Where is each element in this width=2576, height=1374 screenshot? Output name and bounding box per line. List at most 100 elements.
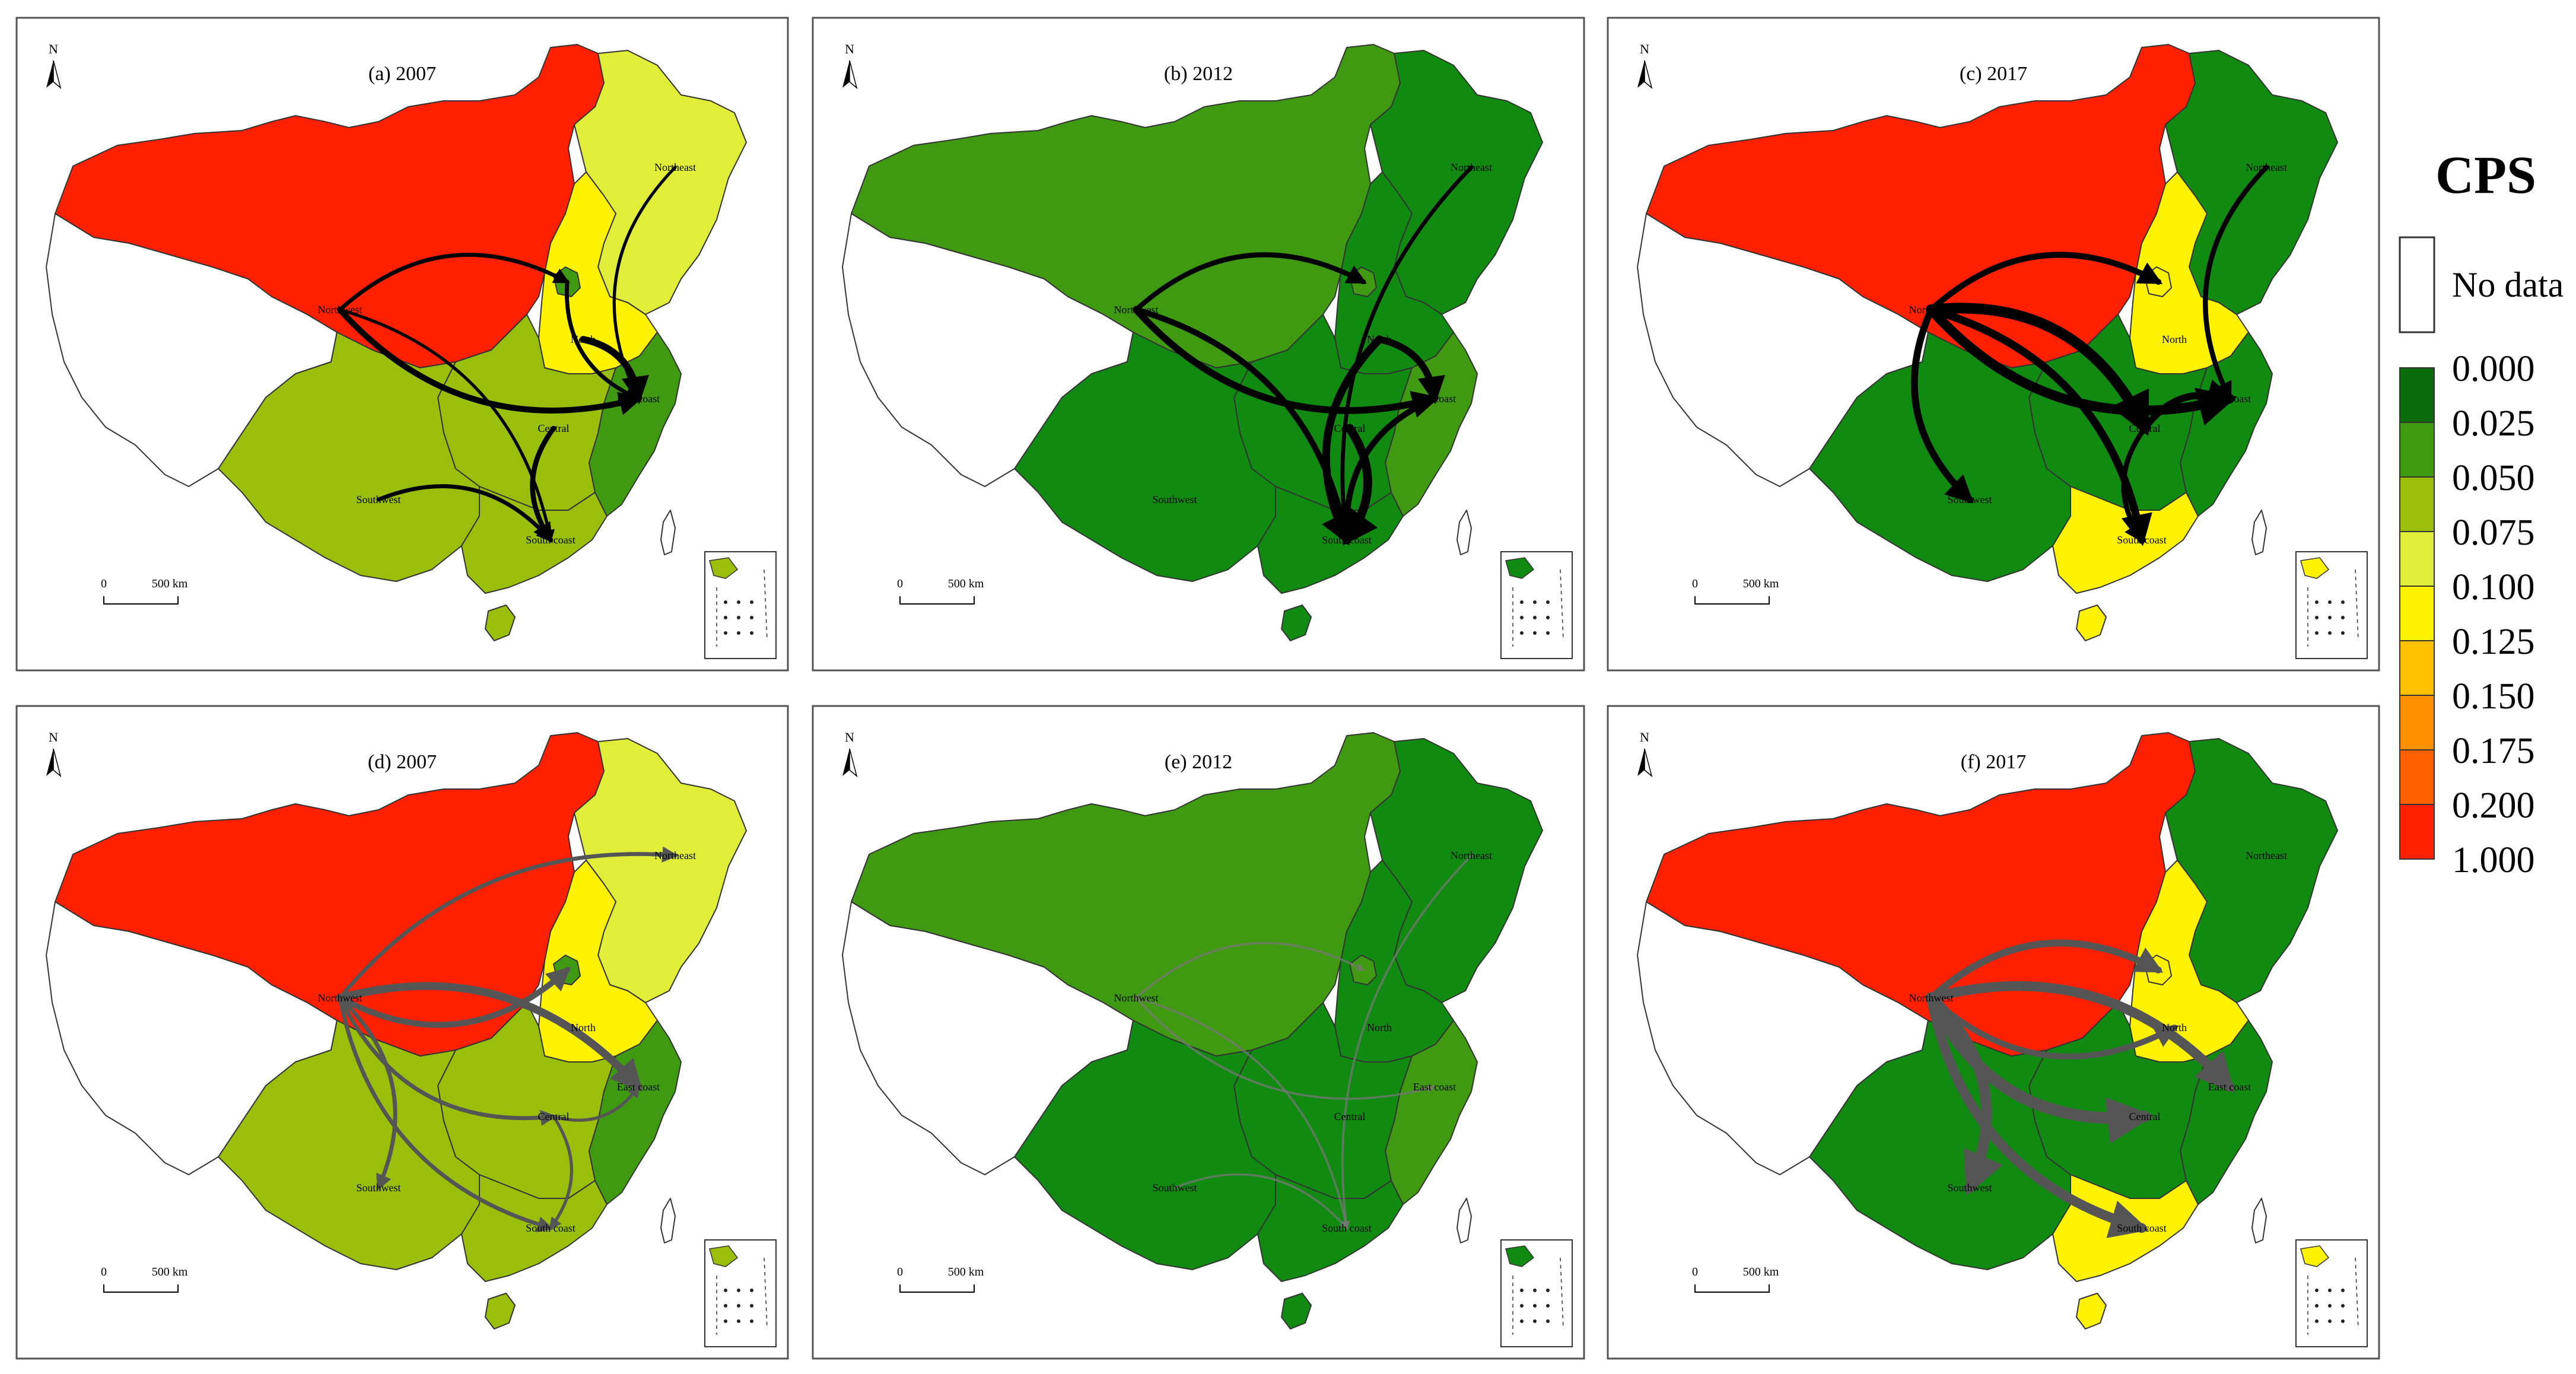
region-label-southwest: Southwest: [356, 1182, 400, 1194]
north-arrow-icon: N: [842, 730, 858, 778]
map-panel: Northwest Northeast North Central East coast…: [15, 705, 789, 1360]
inset-island: [724, 1289, 727, 1292]
map-panel: Northwest Northeast North Central East coast…: [15, 17, 789, 672]
legend-tick-label: 0.100: [2452, 567, 2535, 608]
inset-island: [737, 1319, 740, 1323]
flow-arrow: [1173, 1173, 1348, 1230]
inset-island: [2315, 631, 2319, 635]
inset-island: [750, 616, 753, 619]
region-label-south: South coast: [1322, 1222, 1372, 1234]
svg-text:0: 0: [101, 577, 107, 590]
south-china-sea-inset: [704, 551, 777, 659]
inset-island: [2315, 1289, 2319, 1292]
region-southwest: [1014, 1020, 1276, 1270]
panel-title: (f) 2017: [1961, 751, 2026, 773]
svg-text:0: 0: [1692, 577, 1698, 590]
flow-arrow: [337, 307, 643, 415]
region-label-east: East coast: [2208, 393, 2251, 405]
region-label-east: East coast: [617, 393, 660, 405]
inset-island: [750, 600, 753, 604]
region-label-north: North: [571, 1022, 596, 1033]
panel-title: (e) 2012: [1165, 751, 1232, 773]
flow-arrow: [376, 484, 553, 543]
flow-arrow: [1926, 303, 2150, 436]
legend-title: CPS: [2435, 146, 2536, 205]
flow-arrow: [1135, 997, 1436, 1100]
legend-tick-label: 0.200: [2452, 785, 2535, 826]
legend-swatch: [2399, 804, 2435, 860]
panel-title: (a) 2007: [368, 63, 436, 85]
legend-swatch: [2399, 476, 2435, 532]
region-label-northwest: Northwest: [1909, 992, 1954, 1004]
inset-island: [737, 1304, 740, 1308]
north-arrow-icon: N: [1637, 42, 1653, 90]
inset-island: [1546, 616, 1550, 619]
map-panel: Northwest Northeast North Central East coast…: [1607, 705, 2380, 1360]
region-label-northwest: Northwest: [1114, 304, 1159, 316]
flow-arrow: [338, 995, 554, 1232]
inset-island: [1533, 616, 1537, 619]
inset-island: [737, 631, 740, 635]
svg-text:0: 0: [897, 577, 903, 590]
svg-text:500 km: 500 km: [948, 577, 984, 590]
region-label-northwest: Northwest: [318, 304, 362, 316]
inset-mainland: [709, 1245, 739, 1267]
flow-arrow: [1928, 939, 2164, 1001]
region-label-north: North: [1367, 333, 1392, 345]
flow-arrow: [338, 308, 555, 543]
region-label-northeast: Northeast: [1451, 161, 1492, 173]
region-south: [461, 1174, 608, 1282]
inset-mainland: [1505, 557, 1535, 579]
inset-island: [1520, 1304, 1524, 1308]
svg-text:N: N: [1640, 42, 1649, 56]
flow-arrow: [1341, 854, 1473, 1230]
inset-mainland: [2300, 557, 2330, 579]
flow-arrow: [1928, 252, 2163, 313]
region-east: [589, 1020, 682, 1205]
inset-island: [1520, 631, 1524, 635]
region-east: [1385, 1020, 1478, 1205]
panel-title: (c) 2017: [1960, 63, 2027, 85]
region-label-central: Central: [1334, 422, 1366, 434]
svg-text:0: 0: [897, 1265, 903, 1278]
inset-island: [2341, 1304, 2345, 1308]
region-label-northwest: Northwest: [1114, 992, 1159, 1004]
flow-arrow: [337, 966, 571, 1028]
inset-island: [1520, 616, 1524, 619]
flow-arrow: [1133, 306, 1440, 418]
legend-tick-label: 0.075: [2452, 513, 2535, 553]
north-arrow-icon: N: [46, 42, 62, 90]
region-taiwan: [2251, 510, 2267, 555]
region-hainan: [2076, 1293, 2107, 1330]
region-label-northwest: Northwest: [1909, 304, 1954, 316]
north-arrow-icon: N: [46, 730, 62, 778]
inset-island: [2328, 600, 2332, 604]
inset-boundary: [2307, 569, 2359, 647]
region-label-south: South coast: [526, 534, 575, 546]
map-panel: Northwest Northeast North Central East coast…: [812, 705, 1585, 1360]
south-china-sea-inset: [2295, 1239, 2368, 1347]
flow-arrow: [1926, 993, 2003, 1196]
legend-tick-label: 0.175: [2452, 731, 2535, 771]
inset-island: [2341, 616, 2345, 619]
inset-island: [2315, 1319, 2319, 1323]
region-label-southwest: Southwest: [1947, 1182, 1992, 1194]
inset-island: [2328, 1304, 2332, 1308]
region-hainan: [485, 605, 516, 641]
inset-island: [750, 631, 753, 635]
inset-island: [2315, 1304, 2319, 1308]
region-east: [2180, 1020, 2273, 1205]
region-label-northeast: Northeast: [654, 161, 696, 173]
flow-arrow: [336, 982, 643, 1092]
region-label-north: North: [571, 333, 596, 345]
region-label-east: East coast: [617, 1081, 660, 1093]
region-label-southwest: Southwest: [1152, 494, 1197, 505]
inset-island: [724, 631, 727, 635]
svg-text:500 km: 500 km: [152, 577, 188, 590]
flow-arrow: [338, 995, 397, 1191]
inset-island: [737, 616, 740, 619]
inset-island: [750, 1319, 753, 1323]
region-hainan: [1281, 1293, 1312, 1330]
legend-swatch: [2399, 749, 2435, 805]
